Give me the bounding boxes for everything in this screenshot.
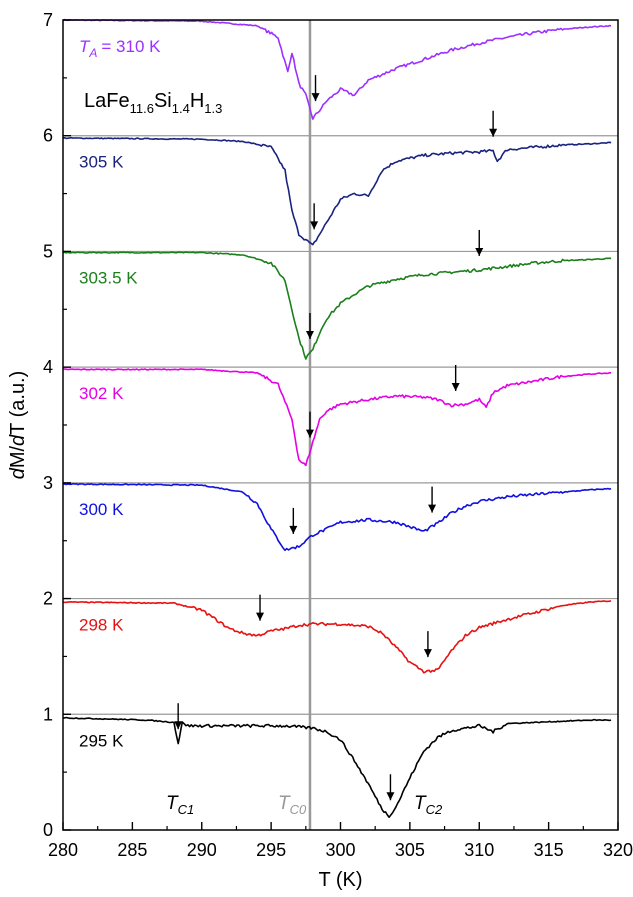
arrow-head	[305, 429, 314, 438]
arrow-head	[174, 721, 183, 730]
series-group	[62, 18, 612, 818]
series-line	[63, 368, 612, 467]
y-tick-label: 2	[43, 589, 53, 609]
x-tick-label: 290	[187, 840, 217, 860]
arrow-group	[174, 75, 498, 801]
y-tick-label: 1	[43, 704, 53, 724]
compound-formula: LaFe11.6Si1.4H1.3	[84, 90, 222, 116]
gridlines	[63, 135, 618, 715]
x-tick-label: 310	[464, 840, 494, 860]
x-tick-label: 300	[325, 840, 355, 860]
x-tick-label: 315	[534, 840, 564, 860]
curve-labels: TA = 310 K 305 K 303.5 K 302 K 300 K 298 K 295 …	[79, 37, 161, 750]
arrow-head	[428, 504, 437, 513]
series-label: 302 K	[79, 384, 124, 403]
series-line	[62, 716, 612, 818]
series-label: 300 K	[79, 500, 124, 519]
series-line	[62, 251, 612, 360]
y-tick-label: 5	[43, 241, 53, 261]
x-tick-label: 295	[256, 840, 286, 860]
arrow-head	[289, 525, 298, 534]
series-line	[62, 136, 612, 246]
arrow-head	[386, 792, 395, 801]
series-label: TA = 310 K	[79, 37, 161, 60]
arrow-head	[310, 221, 319, 230]
arrow-head	[423, 649, 432, 658]
arrow-head	[305, 331, 314, 340]
series-label: 303.5 K	[79, 268, 138, 287]
series-label: 295 K	[79, 731, 124, 750]
y-tick-label: 4	[43, 357, 53, 377]
arrow-head	[475, 247, 484, 256]
arrow-head	[451, 382, 460, 391]
arrow-head	[489, 128, 498, 137]
series-label: 298 K	[79, 616, 124, 635]
series-line	[62, 18, 612, 120]
series-line	[62, 600, 612, 674]
y-tick-label: 7	[43, 10, 53, 30]
tc1-annotation: TC1	[166, 793, 194, 817]
series-label: 305 K	[79, 153, 124, 172]
x-tick-label: 285	[117, 840, 147, 860]
x-tick-label: 280	[48, 840, 78, 860]
y-tick-label: 6	[43, 126, 53, 146]
tc2-annotation: TC2	[414, 793, 443, 817]
plot-frame	[62, 19, 619, 831]
y-tick-label: 3	[43, 473, 53, 493]
tc0-annotation: TC0	[278, 793, 307, 817]
x-tick-label: 305	[395, 840, 425, 860]
axis-ticks: 280 285 290 295 300 305 310 315 320 0 1 2 3 4 5 6 7	[43, 10, 633, 860]
x-tick-label: 320	[603, 840, 633, 860]
x-axis-title: T (K)	[318, 869, 362, 891]
arrow-head	[311, 93, 320, 102]
y-tick-label: 0	[43, 820, 53, 840]
arrow-head	[256, 612, 265, 621]
series-line	[62, 482, 612, 552]
y-axis-title: dM/dT (a.u.)	[7, 371, 29, 480]
